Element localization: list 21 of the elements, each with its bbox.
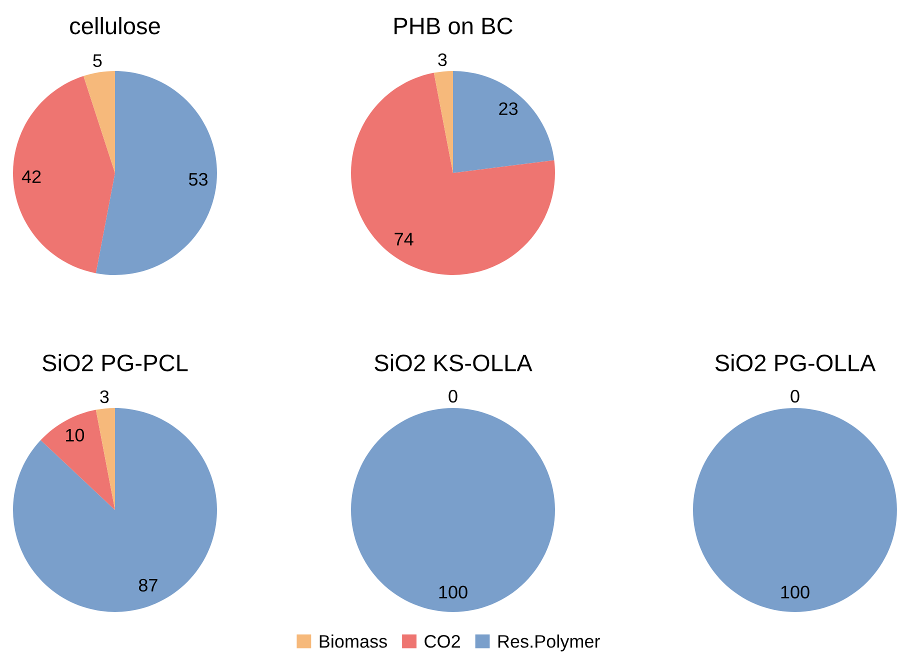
legend-label: Res.Polymer	[498, 634, 600, 652]
chart-title: cellulose	[70, 16, 160, 34]
legend-label: Biomass	[320, 634, 387, 648]
data-label: 42	[22, 170, 41, 183]
data-label: 3	[100, 390, 109, 404]
chart-title: SiO2 PG-OLLA	[715, 354, 876, 372]
legend-label: CO2	[424, 635, 460, 648]
data-label: 53	[188, 172, 208, 186]
data-label: 74	[394, 232, 414, 246]
chart-title: SiO2 KS-OLLA	[374, 354, 532, 372]
data-label: 100	[439, 586, 468, 598]
text: 0	[790, 390, 800, 403]
data-label: 87	[138, 578, 158, 592]
chart-title: PHB on BC	[394, 18, 512, 34]
data-label: 3	[438, 53, 447, 66]
chart-title: SiO2 PG-PCL	[42, 354, 188, 372]
data-label: 100	[781, 586, 810, 598]
data-label: 23	[499, 102, 518, 116]
data-label: 5	[93, 54, 102, 68]
data-label: 10	[66, 428, 84, 442]
text: 0	[448, 390, 458, 403]
